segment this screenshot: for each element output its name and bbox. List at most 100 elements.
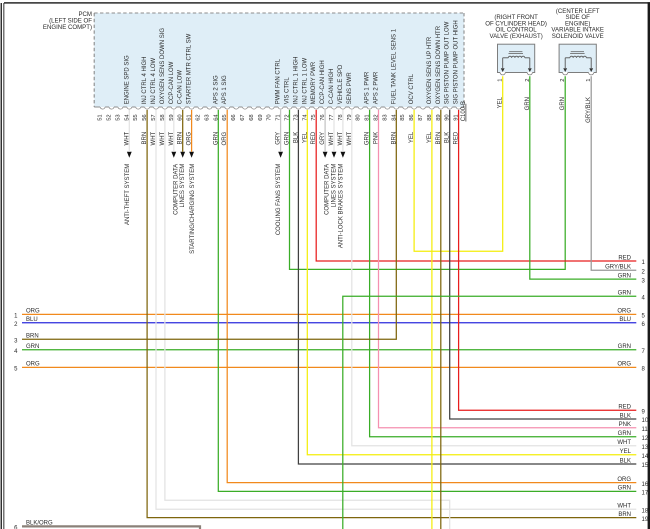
svg-text:BLU: BLU	[619, 317, 631, 323]
svg-text:72: 72	[285, 114, 291, 120]
svg-text:RED: RED	[454, 131, 460, 144]
svg-text:OF CYLINDER HEAD): OF CYLINDER HEAD)	[485, 20, 547, 27]
svg-text:PNK: PNK	[619, 422, 631, 428]
svg-text:APS 2 SIG: APS 2 SIG	[213, 75, 219, 104]
svg-text:BLU: BLU	[26, 317, 38, 323]
svg-text:INJ CTRL 4 HIGH: INJ CTRL 4 HIGH	[142, 57, 148, 105]
svg-text:BLK: BLK	[620, 413, 631, 419]
svg-text:OXYGEN SENS DOWN HTR: OXYGEN SENS DOWN HTR	[436, 25, 442, 104]
svg-text:ORG: ORG	[617, 362, 631, 368]
svg-text:INJ CTRL 1 LOW: INJ CTRL 1 LOW	[302, 58, 308, 105]
svg-text:COMPUTER DATA: COMPUTER DATA	[325, 164, 331, 215]
svg-text:ORG: ORG	[617, 477, 631, 483]
svg-text:LINES SYSTEM: LINES SYSTEM	[180, 164, 186, 208]
svg-text:18: 18	[642, 509, 649, 515]
svg-text:GRN: GRN	[560, 97, 566, 110]
svg-text:13: 13	[642, 445, 649, 451]
svg-text:77: 77	[329, 114, 335, 120]
svg-text:GRY/BLK: GRY/BLK	[586, 97, 592, 123]
svg-text:10: 10	[642, 418, 649, 424]
svg-text:58: 58	[160, 114, 166, 120]
svg-text:17: 17	[642, 491, 649, 497]
svg-text:BRN: BRN	[26, 334, 39, 340]
svg-text:C-CAN LOW: C-CAN LOW	[178, 70, 184, 105]
svg-text:C-CAN HIGH: C-CAN HIGH	[329, 69, 335, 105]
svg-text:BLK: BLK	[445, 132, 451, 143]
svg-text:YEL: YEL	[498, 96, 504, 108]
svg-text:89: 89	[436, 114, 442, 120]
svg-text:62: 62	[196, 114, 202, 120]
svg-text:90: 90	[445, 114, 451, 120]
svg-text:52: 52	[107, 114, 113, 120]
svg-text:2: 2	[560, 79, 566, 82]
svg-text:ENGINE COMPT): ENGINE COMPT)	[43, 24, 92, 31]
svg-text:GRN: GRN	[618, 291, 631, 297]
svg-text:WHT: WHT	[617, 440, 631, 446]
svg-text:91: 91	[454, 114, 460, 120]
svg-text:WHT: WHT	[347, 131, 353, 145]
svg-text:BRN: BRN	[436, 132, 442, 145]
svg-text:C100-B: C100-B	[461, 101, 467, 121]
svg-text:OIL CONTROL: OIL CONTROL	[496, 27, 538, 34]
svg-text:BLK: BLK	[293, 132, 299, 143]
svg-text:ORG: ORG	[187, 131, 193, 145]
svg-text:COOLING FANS SYSTEM: COOLING FANS SYSTEM	[276, 164, 282, 235]
svg-text:ORG: ORG	[26, 362, 40, 368]
svg-text:53: 53	[115, 114, 121, 120]
svg-text:2: 2	[642, 269, 646, 275]
svg-text:1: 1	[642, 260, 646, 266]
svg-text:6: 6	[14, 526, 18, 529]
svg-text:FUEL TANK LEVEL SENS 1: FUEL TANK LEVEL SENS 1	[391, 28, 397, 104]
svg-text:CCP-CAN HIGH: CCP-CAN HIGH	[320, 60, 326, 104]
svg-text:WHT: WHT	[617, 504, 631, 510]
svg-text:14: 14	[642, 454, 649, 460]
svg-text:CCP-CAN LOW: CCP-CAN LOW	[169, 61, 175, 104]
svg-text:VIS CTRL: VIS CTRL	[285, 77, 291, 105]
svg-text:(RIGHT FRONT: (RIGHT FRONT	[494, 14, 538, 21]
svg-text:(CENTER LEFT: (CENTER LEFT	[556, 8, 600, 15]
svg-text:65: 65	[222, 114, 228, 120]
svg-text:GRN: GRN	[618, 431, 631, 437]
svg-text:69: 69	[258, 114, 264, 120]
svg-text:WHT: WHT	[124, 131, 130, 145]
svg-text:SOLENOID VALVE: SOLENOID VALVE	[552, 33, 604, 40]
svg-text:57: 57	[151, 114, 157, 120]
svg-text:60: 60	[178, 114, 184, 120]
svg-text:79: 79	[347, 114, 353, 120]
svg-text:55: 55	[133, 114, 139, 120]
svg-text:63: 63	[204, 114, 210, 120]
svg-text:ORG: ORG	[222, 131, 228, 145]
svg-text:1: 1	[498, 79, 504, 82]
svg-text:PCM: PCM	[78, 11, 92, 18]
svg-text:9: 9	[642, 409, 646, 415]
svg-text:INJ CTRL 1 HIGH: INJ CTRL 1 HIGH	[293, 57, 299, 105]
svg-text:4: 4	[14, 349, 18, 355]
svg-text:GRN: GRN	[285, 132, 291, 145]
svg-text:66: 66	[231, 114, 237, 120]
svg-text:GRY: GRY	[276, 132, 282, 145]
svg-text:VALVE (EXHAUST): VALVE (EXHAUST)	[489, 33, 542, 40]
svg-text:12: 12	[642, 436, 649, 442]
svg-text:15: 15	[642, 463, 649, 469]
svg-text:GRN: GRN	[618, 344, 631, 350]
svg-text:2: 2	[525, 79, 531, 82]
svg-text:YEL: YEL	[427, 131, 433, 143]
svg-text:81: 81	[365, 114, 371, 120]
svg-text:SIG PISTON PUMP OUT HIGH: SIG PISTON PUMP OUT HIGH	[454, 20, 460, 104]
svg-text:61: 61	[187, 114, 193, 120]
svg-text:PNK: PNK	[374, 132, 380, 144]
svg-text:84: 84	[391, 114, 397, 121]
svg-text:VEHICLE SPD: VEHICLE SPD	[338, 64, 344, 104]
svg-text:4: 4	[642, 296, 646, 302]
svg-text:WHT: WHT	[169, 131, 175, 145]
svg-text:ENGINE): ENGINE)	[565, 20, 590, 27]
svg-text:56: 56	[142, 114, 148, 120]
svg-text:YEL: YEL	[409, 131, 415, 143]
svg-text:86: 86	[409, 114, 415, 120]
svg-text:54: 54	[124, 114, 130, 121]
svg-text:68: 68	[249, 114, 255, 120]
svg-text:BRN: BRN	[618, 512, 631, 518]
svg-text:16: 16	[642, 482, 649, 488]
svg-text:87: 87	[418, 114, 424, 120]
svg-text:STARTING/CHARGING SYSTEM: STARTING/CHARGING SYSTEM	[190, 164, 196, 254]
